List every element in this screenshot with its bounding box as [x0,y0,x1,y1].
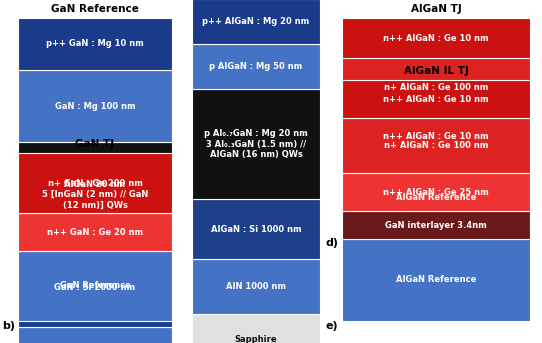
Text: AlGaN Reference: AlGaN Reference [396,275,476,284]
Text: GaN interlayer 3.4nm: GaN interlayer 3.4nm [385,221,487,229]
Text: AlGaN TJ: AlGaN TJ [411,4,461,14]
Bar [192,89,320,199]
Text: b): b) [2,321,15,331]
Bar [192,314,320,343]
Bar [18,142,172,247]
Text: Sapphire: Sapphire [235,334,278,343]
Bar [342,80,530,118]
Text: GaN TJ: GaN TJ [75,139,114,149]
Text: n++ AlGaN : Ge 25 nm: n++ AlGaN : Ge 25 nm [383,188,489,197]
Text: n++ AlGaN : Ge 10 nm: n++ AlGaN : Ge 10 nm [383,95,489,104]
Text: AlGaN IL TJ: AlGaN IL TJ [404,66,468,76]
Text: n++ AlGaN : Ge 10 nm: n++ AlGaN : Ge 10 nm [383,34,489,43]
Bar [192,199,320,259]
Bar [342,211,530,239]
Text: d): d) [326,238,339,248]
Text: p Al₀.₇GaN : Mg 20 nm
3 Al₀.₃GaN (1.5 nm) //
AlGaN (16 nm) QWs: p Al₀.₇GaN : Mg 20 nm 3 Al₀.₃GaN (1.5 nm… [204,129,308,159]
Text: p AlGaN : Mg 50 nm: p AlGaN : Mg 50 nm [209,62,302,71]
Bar [192,0,320,44]
Bar [342,118,530,173]
Text: GaN Reference: GaN Reference [51,4,139,14]
Text: e): e) [326,321,339,331]
Bar [192,44,320,89]
Text: p++ GaN : Mg 10 nm: p++ GaN : Mg 10 nm [46,39,144,48]
Text: AlGaN Reference: AlGaN Reference [396,192,476,201]
Bar [342,116,530,156]
Text: n++ GaN : Ge 20 nm: n++ GaN : Ge 20 nm [47,227,143,237]
Text: n++ AlGaN : Ge 10 nm: n++ AlGaN : Ge 10 nm [383,131,489,141]
Text: GaN : Mg 100 nm: GaN : Mg 100 nm [55,102,136,110]
Text: AlN 1000 nm: AlN 1000 nm [226,282,286,291]
Bar [342,156,530,238]
Bar [18,213,172,251]
Text: n+ GaN : Ge 200 nm: n+ GaN : Ge 200 nm [48,178,143,188]
Text: p++ AlGaN : Mg 20 nm: p++ AlGaN : Mg 20 nm [202,17,309,26]
Bar [18,18,172,70]
Bar [342,18,530,58]
Text: n+ AlGaN : Ge 100 nm: n+ AlGaN : Ge 100 nm [384,141,488,150]
Bar [342,58,530,116]
Bar [342,173,530,211]
Text: GaN : Si 2000 nm: GaN : Si 2000 nm [54,283,136,292]
Bar [342,239,530,321]
Text: n+ AlGaN : Ge 100 nm: n+ AlGaN : Ge 100 nm [384,83,488,92]
Bar [18,327,172,343]
Bar [18,251,172,321]
Text: AlGaN : Si 1000 nm: AlGaN : Si 1000 nm [211,225,301,234]
Text: GaN Reference: GaN Reference [60,282,131,291]
Bar [192,259,320,314]
Bar [18,70,172,142]
Text: AlGaN 20 nm
5 [InGaN (2 nm) // GaN
(12 nm)] QWs: AlGaN 20 nm 5 [InGaN (2 nm) // GaN (12 n… [42,180,148,209]
Bar [18,247,172,327]
Bar [18,153,172,213]
